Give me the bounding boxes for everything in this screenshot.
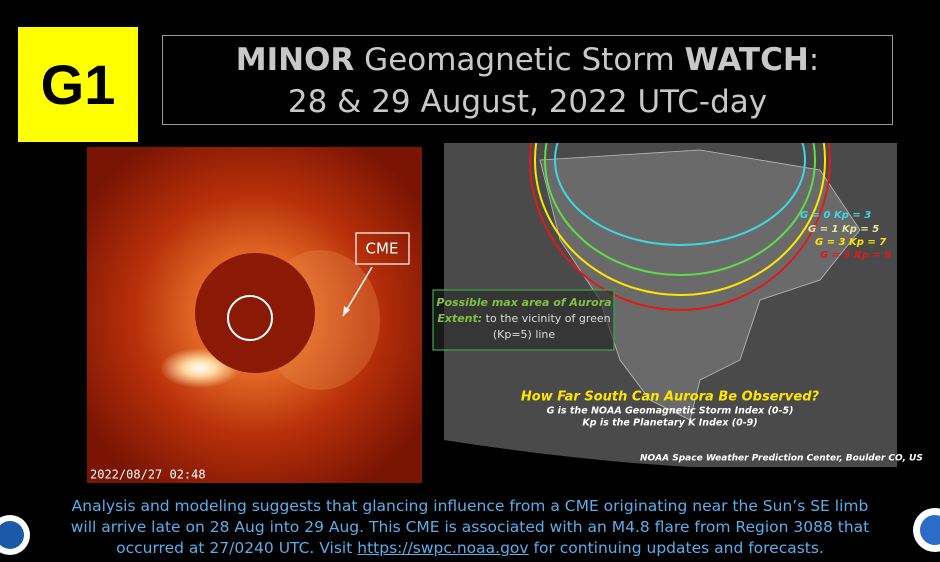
kp5-line <box>544 143 816 276</box>
map-note: G is the NOAA Geomagnetic Storm Index (0… <box>547 406 794 417</box>
nws-logo-inner <box>920 515 940 545</box>
kp3-line <box>554 143 806 246</box>
footer-body: for continuing updates and forecasts. <box>528 539 824 557</box>
footer-text: Analysis and modeling suggests that glan… <box>70 496 870 559</box>
storm-badge: G1 <box>18 27 138 142</box>
cme-label: CME <box>366 240 399 258</box>
cme-label-box <box>355 232 410 265</box>
kp9-line <box>529 143 831 311</box>
title-emphasis: MINOR <box>235 42 355 78</box>
sun-outline <box>227 295 273 341</box>
annotation-emphasis: Possible max area of Aurora Extent: <box>436 296 612 325</box>
cme-arrowhead <box>343 306 350 316</box>
kp7-line <box>534 143 826 296</box>
map-note: Kp is the Planetary K Index (0-9) <box>582 418 757 429</box>
map-credit: NOAA Space Weather Prediction Center, Bo… <box>640 454 923 464</box>
legend-entry: G = 1 Kp = 5 <box>808 224 879 235</box>
title-line: 28 & 29 August, 2022 UTC-day <box>287 84 768 120</box>
title-text: : <box>808 42 820 78</box>
footer-link[interactable]: https://swpc.noaa.gov <box>357 539 529 557</box>
cme-arrow <box>342 266 373 317</box>
legend-entry: G = 5 Kp = 9 <box>820 250 891 261</box>
noaa-logo-inner <box>0 521 24 549</box>
title-text: Geomagnetic Storm <box>354 42 685 78</box>
title-box: MINOR Geomagnetic Storm WATCH: 28 & 29 A… <box>162 35 893 125</box>
title-line: MINOR Geomagnetic Storm WATCH: <box>163 39 892 81</box>
annotation-box <box>432 289 615 351</box>
timestamp: 2022/08/27 02:48 <box>90 468 206 482</box>
annotation-text: to the vicinity of green (Kp=5) line <box>485 312 611 341</box>
map-heading: How Far South Can Aurora Be Observed? <box>521 390 820 405</box>
annotation: Possible max area of Aurora Extent: to t… <box>436 295 612 343</box>
footer-body: Analysis and modeling suggests that glan… <box>70 497 870 557</box>
occulting-disk <box>195 253 315 373</box>
legend-entry: G = 3 Kp = 7 <box>815 237 886 248</box>
title-emphasis: WATCH <box>684 42 809 78</box>
legend-entry: G = 0 Kp = 3 <box>800 210 871 221</box>
